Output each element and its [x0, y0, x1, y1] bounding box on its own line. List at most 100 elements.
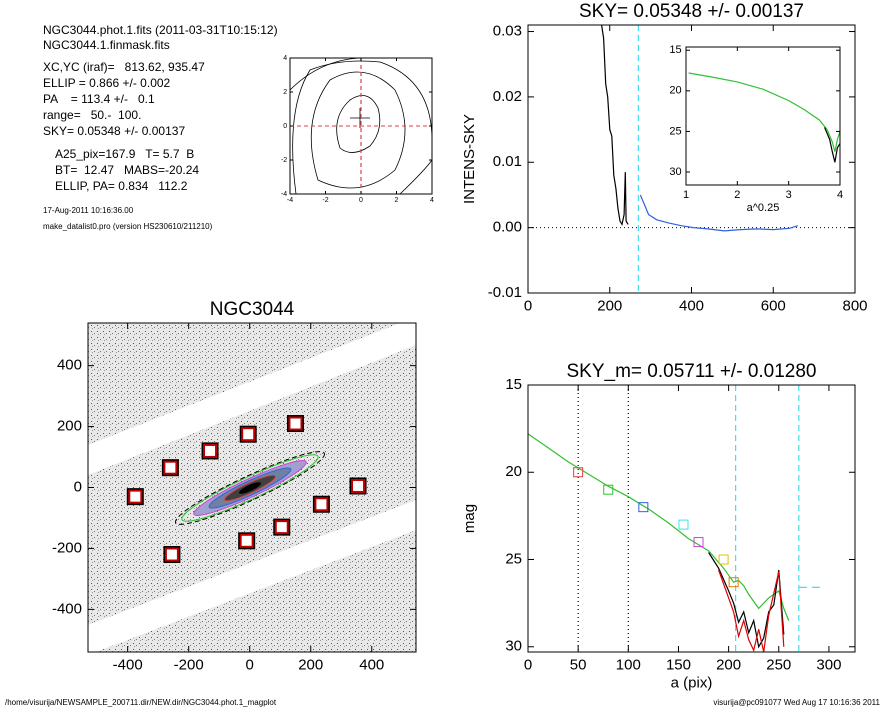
marker-outline: [201, 442, 219, 460]
x-tick-label: 400: [679, 297, 704, 314]
y-tick-label: 200: [57, 418, 82, 435]
x-tick-label: 200: [597, 297, 622, 314]
marker: [728, 577, 739, 588]
x-tick-label: 400: [359, 656, 384, 673]
y-tick-label: -0.01: [488, 284, 522, 301]
y-tick-label: 0.03: [493, 23, 522, 40]
marker-outline: [239, 425, 257, 443]
marker: [203, 443, 218, 458]
marker: [314, 497, 329, 512]
header-line: ELLIP = 0.866 +/- 0.002: [43, 76, 171, 90]
header: NGC3044.phot.1.fits (2011-03-31T10:15:12…: [43, 23, 278, 231]
y-axis-label: mag: [461, 504, 478, 533]
x-tick-label: 50: [570, 656, 587, 673]
y-tick-label: 25: [669, 125, 681, 137]
marker-outline: [273, 518, 291, 536]
y-tick-label: 15: [505, 376, 522, 393]
marker: [239, 533, 254, 548]
y-tick-label: 0.00: [493, 219, 522, 236]
x-tick-label: 0: [359, 197, 363, 204]
y-tick-label: 25: [505, 550, 522, 567]
plot-frame: [685, 46, 841, 186]
x-axis-label: a^0.25: [747, 202, 780, 214]
y-tick-label: 30: [505, 638, 522, 655]
y-tick-label: 30: [669, 166, 681, 178]
x-tick-label: 150: [666, 656, 691, 673]
marker: [603, 484, 614, 495]
header-line: XC,YC (iraf)= 813.62, 935.47: [43, 60, 205, 74]
marker-outline: [126, 488, 144, 506]
x-tick-label: -4: [287, 197, 293, 204]
marker-outline: [312, 495, 330, 513]
y-tick-label: 0: [74, 478, 82, 495]
y-tick-label: 15: [669, 44, 681, 56]
header-line: NGC3044.phot.1.fits (2011-03-31T10:15:12…: [43, 23, 278, 37]
x-tick-label: 800: [842, 297, 867, 314]
marker: [718, 554, 729, 565]
marker: [128, 489, 143, 504]
marker: [638, 502, 649, 513]
footer-left: /home/visurija/NEWSAMPLE_200711.dir/NEW.…: [5, 698, 277, 707]
y-axis-label: INTENS-SKY: [461, 114, 478, 204]
marker-outline: [238, 532, 256, 550]
header-line: A25_pix=167.9 T= 5.7 B: [55, 147, 194, 161]
plot-frame: [527, 384, 856, 653]
header-line: NGC3044.1.finmask.fits: [43, 38, 170, 52]
marker-outline: [349, 477, 367, 495]
header-line: SKY= 0.05348 +/- 0.00137: [43, 124, 185, 138]
x-tick-label: 250: [766, 656, 791, 673]
marker: [678, 519, 689, 530]
x-tick-label: 3: [786, 189, 792, 201]
y-tick-label: 20: [505, 463, 522, 480]
y-tick-label: 20: [669, 85, 681, 97]
header-line: PA = 113.4 +/- 0.1: [43, 92, 155, 106]
marker: [351, 478, 366, 493]
marker: [274, 520, 289, 535]
y-tick-label: -200: [52, 539, 82, 556]
x-tick-label: 300: [816, 656, 841, 673]
date: 17-Aug-2011 10:16:36.00: [43, 206, 134, 215]
x-tick-label: 600: [761, 297, 786, 314]
x-tick-label: 1: [683, 189, 689, 201]
chart-title: SKY= 0.05348 +/- 0.00137: [579, 1, 804, 22]
x-tick-label: 2: [395, 197, 399, 204]
marker: [693, 537, 704, 548]
y-tick-label: 0.02: [493, 88, 522, 105]
contours: [289, 57, 433, 195]
inset-background: [686, 47, 840, 185]
chart-title: SKY_m= 0.05711 +/- 0.01280: [567, 361, 817, 382]
marker: [288, 416, 303, 431]
y-tick-label: 0: [283, 123, 287, 130]
y-tick-label: 2: [283, 89, 287, 96]
x-tick-label: -200: [174, 656, 204, 673]
marker-outline: [161, 459, 179, 477]
x-tick-label: 4: [430, 197, 434, 204]
marker: [241, 427, 256, 442]
chart-title: NGC3044: [210, 299, 295, 320]
x-tick-label: 200: [298, 656, 323, 673]
y-tick-label: 400: [57, 357, 82, 374]
y-tick-label: -400: [52, 600, 82, 617]
marker-outline: [163, 546, 181, 564]
header-line: ELLIP, PA= 0.834 112.2: [55, 179, 188, 193]
x-tick-label: 0: [524, 297, 532, 314]
x-tick-label: 4: [837, 189, 843, 201]
y-tick-label: 4: [283, 55, 287, 62]
x-axis-label: a (pix): [671, 674, 713, 691]
data-line: [527, 433, 790, 621]
x-tick-label: 0: [524, 656, 532, 673]
data-line: [824, 127, 841, 163]
header-line: range= 50.- 100.: [43, 108, 141, 122]
footer-right: visurija@pc091077 Wed Aug 17 10:16:36 20…: [713, 698, 880, 707]
marker: [163, 460, 178, 475]
x-tick-label: 2: [734, 189, 740, 201]
x-tick-label: 200: [716, 656, 741, 673]
x-tick-label: -2: [322, 197, 328, 204]
y-tick-label: 0.01: [493, 153, 522, 170]
data-line: [639, 194, 798, 232]
header-line: BT= 12.47 MABS=-20.24: [55, 163, 199, 177]
x-tick-label: -400: [113, 656, 143, 673]
data-line: [708, 552, 785, 649]
marker: [164, 547, 179, 562]
